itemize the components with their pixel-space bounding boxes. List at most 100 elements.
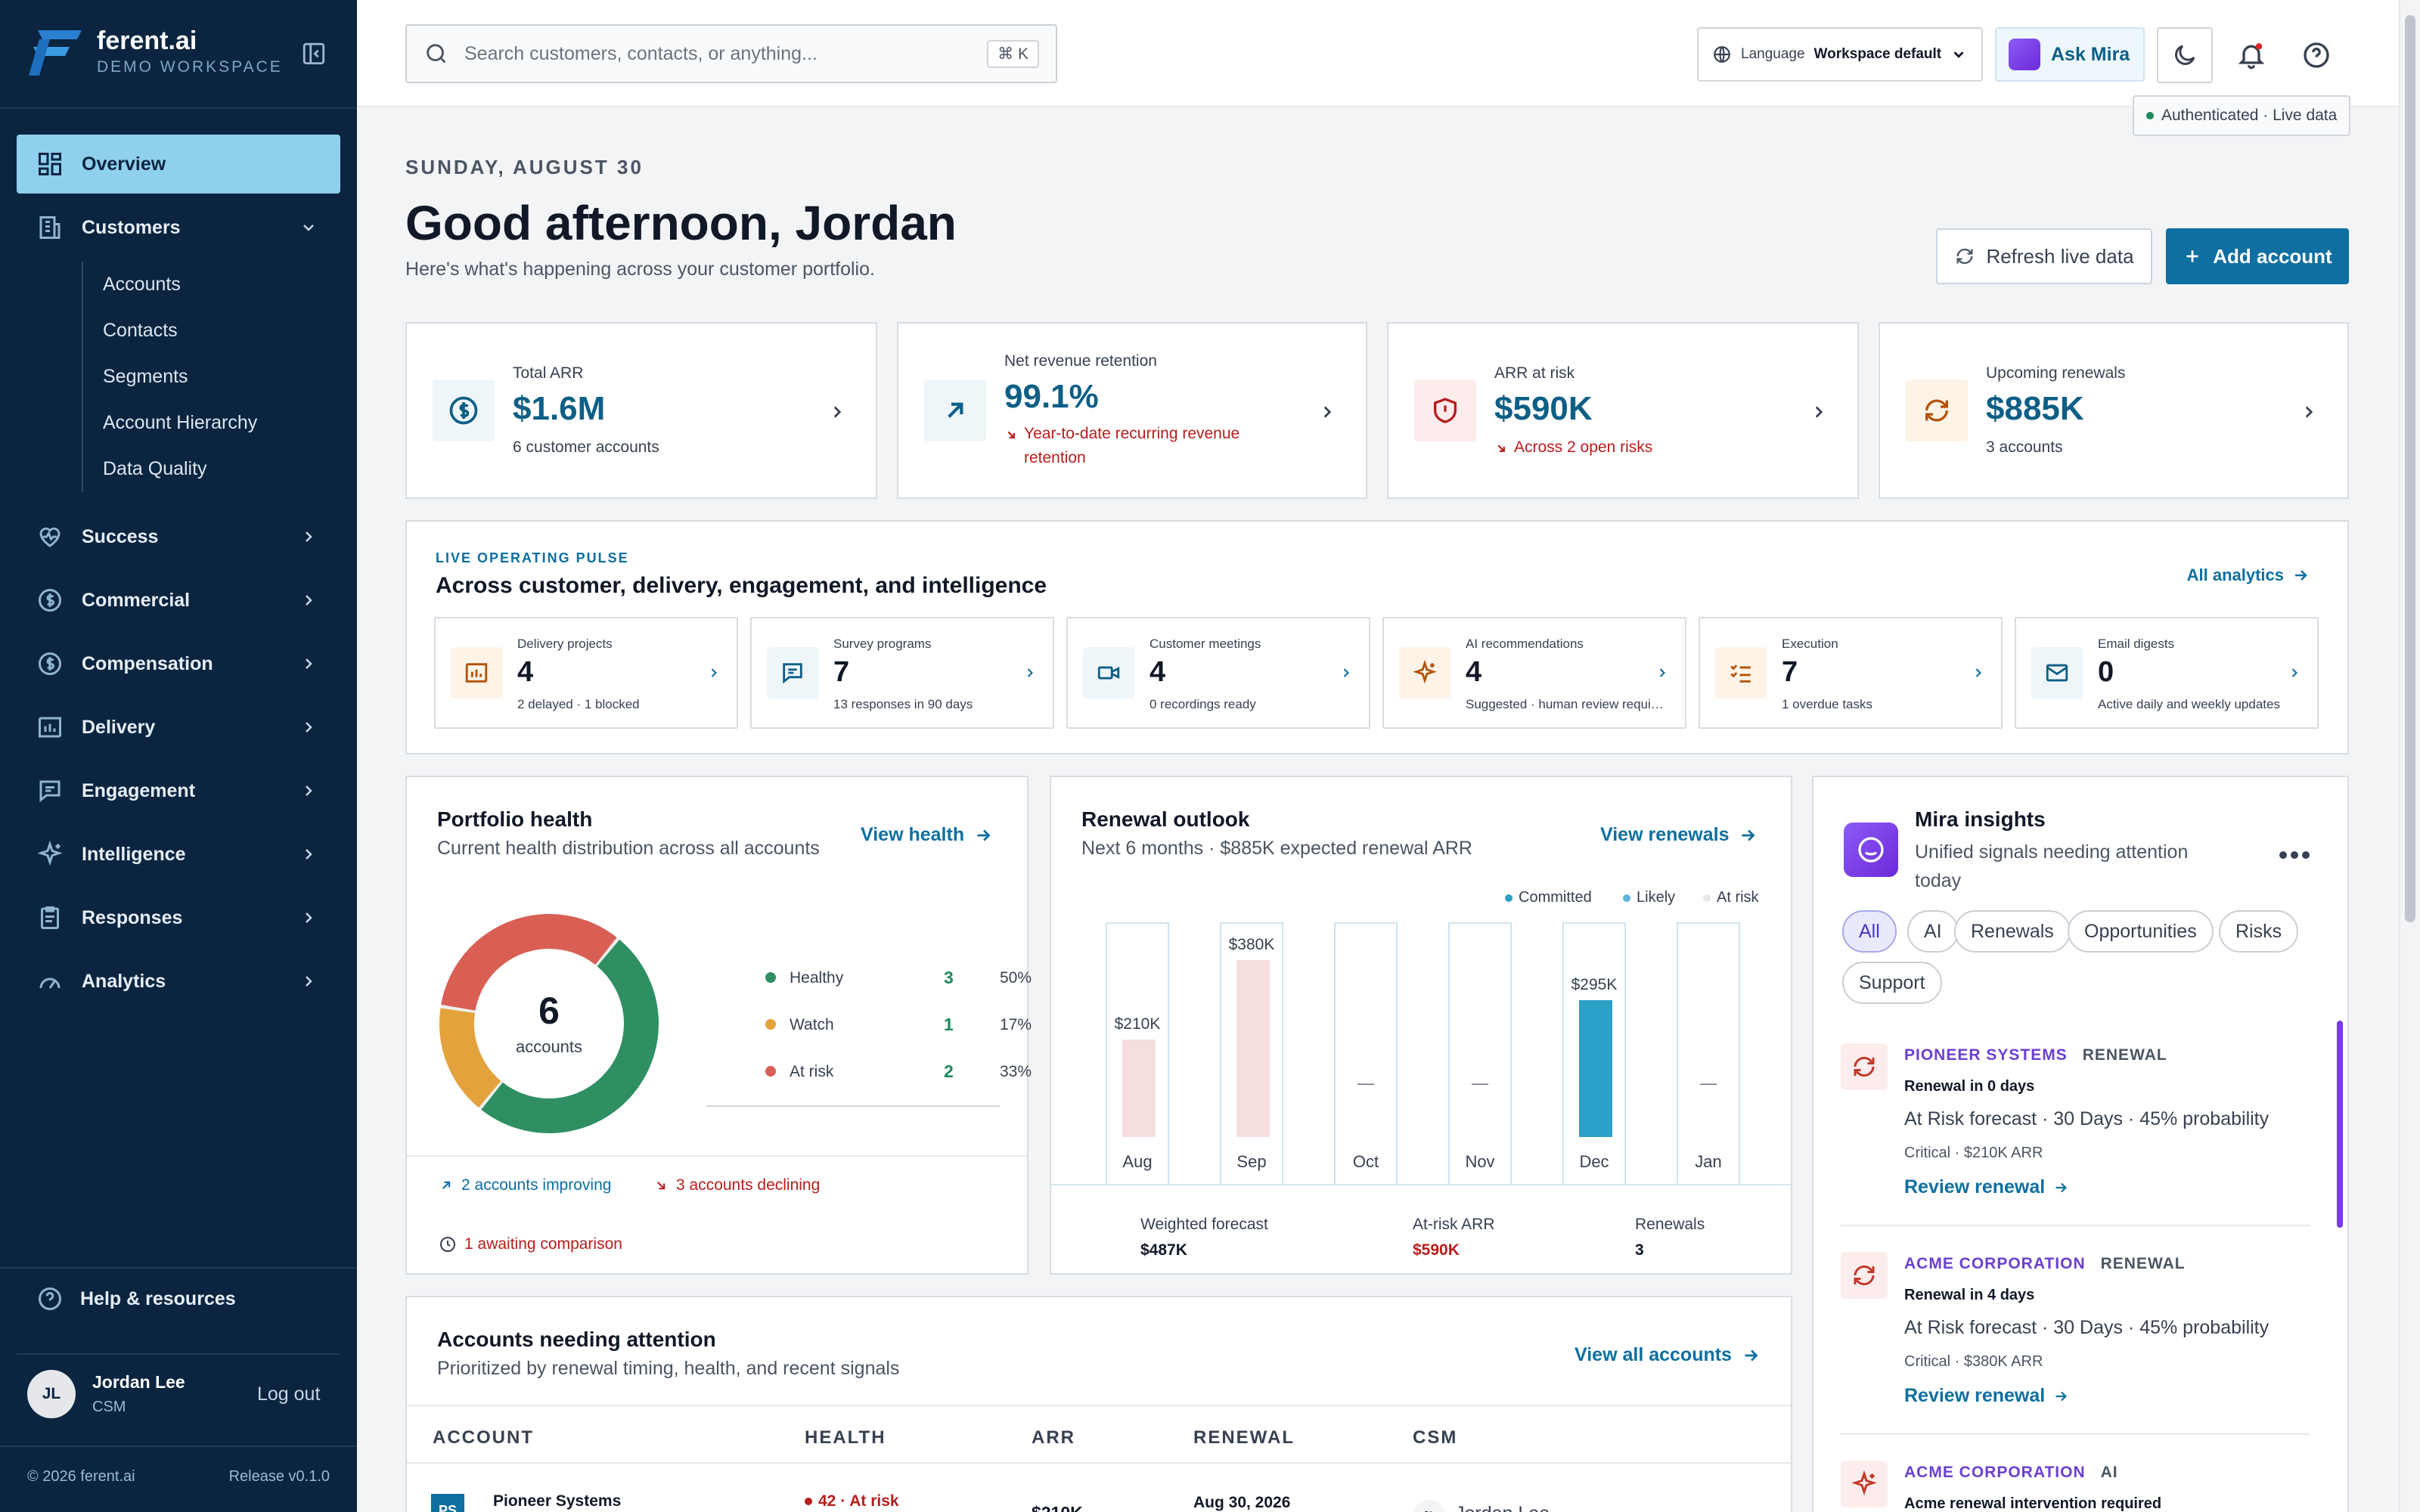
subnav-item-data-quality[interactable]: Data Quality (103, 458, 207, 479)
help-resources-link[interactable]: Help & resources (17, 1285, 340, 1312)
subnav-item-segments[interactable]: Segments (103, 366, 188, 387)
view-renewals-link[interactable]: View renewals (1600, 824, 1758, 846)
summary-value: $590K (1413, 1241, 1460, 1259)
page-subtitle: Here's what's happening across your cust… (405, 259, 875, 280)
subnav-item-account-hierarchy[interactable]: Account Hierarchy (103, 412, 258, 433)
sidebar-item-compensation[interactable]: Compensation (17, 634, 340, 693)
renewal-bar-aug[interactable] (1122, 1040, 1156, 1137)
kpi-card-arr-at-risk[interactable]: ARR at risk $590K Across 2 open risks (1387, 322, 1859, 499)
pulse-card-execution[interactable]: Execution 7 1 overdue tasks (1699, 617, 2003, 729)
renewal-date: Aug 30, 2026 (1193, 1494, 1291, 1511)
notifications-button[interactable] (2223, 27, 2279, 83)
chevron-right-icon (306, 976, 312, 987)
renewal-column-sep[interactable]: $380K Sep (1220, 922, 1283, 1185)
legend-row-watch[interactable]: Watch 1 17% (765, 1002, 1042, 1049)
sidebar-item-engagement[interactable]: Engagement (17, 761, 340, 820)
column-header-csm[interactable]: CSM (1413, 1427, 1458, 1448)
kpi-card-upcoming-renewals[interactable]: Upcoming renewals $885K 3 accounts (1879, 322, 2349, 499)
filter-chip-opportunities[interactable]: Opportunities (2068, 910, 2214, 953)
filter-chip-risks[interactable]: Risks (2219, 910, 2299, 953)
pulse-card-customer-meetings[interactable]: Customer meetings 4 0 recordings ready (1066, 617, 1370, 729)
kpi-value: 99.1% (1004, 378, 1099, 415)
sidebar-item-delivery[interactable]: Delivery (17, 698, 340, 757)
user-profile[interactable]: JL Jordan Lee CSM (27, 1370, 185, 1418)
summary-label: Renewals (1635, 1216, 1705, 1233)
column-header-renewal[interactable]: RENEWAL (1193, 1427, 1295, 1448)
summary-value: $487K (1140, 1241, 1187, 1259)
add-account-button[interactable]: Add account (2166, 228, 2349, 284)
pulse-value: 7 (1782, 656, 1798, 688)
help-button[interactable] (2288, 27, 2344, 83)
account-name[interactable]: Pioneer Systems (493, 1492, 622, 1510)
refresh-live-data-button[interactable]: Refresh live data (1936, 228, 2152, 284)
improving-text: 2 accounts improving (461, 1176, 612, 1194)
live-operating-pulse: LIVE OPERATING PULSE Across customer, de… (405, 520, 2349, 754)
mira-insights-panel: Mira insights Unified signals needing at… (1812, 776, 2349, 1512)
subnav-item-accounts[interactable]: Accounts (103, 274, 181, 295)
accounts-declining-link[interactable]: 3 accounts declining (653, 1176, 820, 1194)
sidebar-item-responses[interactable]: Responses (17, 888, 340, 947)
brand[interactable]: ferent.ai DEMO WORKSPACE (27, 26, 283, 79)
page-scrollbar-thumb[interactable] (2405, 15, 2415, 922)
kpi-card-net-revenue-retention[interactable]: Net revenue retention 99.1% Year-to-date… (897, 322, 1367, 499)
refresh-icon (1956, 248, 1973, 265)
donut-slice-healthy[interactable] (436, 910, 662, 1137)
column-header-arr[interactable]: ARR (1032, 1427, 1075, 1448)
table-row[interactable]: PS Pioneer Systems 42 · At risk $210K Au… (407, 1464, 1791, 1512)
donut-slice-watch[interactable] (436, 910, 662, 1137)
column-header-health[interactable]: HEALTH (805, 1427, 886, 1448)
more-options-icon[interactable] (2278, 850, 2311, 860)
language-select[interactable]: Language Workspace default (1697, 27, 1983, 82)
portfolio-health-panel: Portfolio health Current health distribu… (405, 776, 1032, 1275)
sidebar-item-overview[interactable]: Overview (17, 135, 340, 194)
filter-chip-ai[interactable]: AI (1907, 910, 1959, 953)
renewal-column-aug[interactable]: $210K Aug (1106, 922, 1169, 1185)
renewal-bar-dec[interactable] (1579, 1000, 1612, 1137)
heart-pulse-icon (39, 527, 60, 547)
renewal-value-label: — (1472, 1074, 1488, 1092)
filter-chip-renewals[interactable]: Renewals (1954, 910, 2071, 953)
sidebar-item-success[interactable]: Success (17, 507, 340, 566)
review-renewal-link[interactable]: Review renewal (1904, 1176, 2069, 1198)
sidebar-item-label: Overview (82, 153, 166, 175)
page-scrollbar[interactable] (2399, 0, 2420, 1512)
refresh-icon (1854, 1265, 1875, 1286)
pulse-card-survey-programs[interactable]: Survey programs 7 13 responses in 90 day… (750, 617, 1054, 729)
accounts-improving-link[interactable]: 2 accounts improving (439, 1176, 611, 1194)
renewal-column-dec[interactable]: $295K Dec (1562, 922, 1626, 1185)
renewal-bar-sep[interactable] (1236, 960, 1270, 1137)
awaiting-comparison-link[interactable]: 1 awaiting comparison (439, 1235, 622, 1253)
logout-button[interactable]: Log out (257, 1383, 321, 1405)
sidebar: ferent.ai DEMO WORKSPACE Overview Custom… (0, 0, 357, 1512)
pulse-card-ai-recommendations[interactable]: AI recommendations 4 Suggested · human r… (1382, 617, 1686, 729)
kpi-card-total-arr[interactable]: Total ARR $1.6M 6 customer accounts (405, 322, 877, 499)
search-bar[interactable]: ⌘ K (405, 24, 1057, 83)
scrollbar-thumb[interactable] (2337, 1021, 2343, 1228)
renewal-column-jan[interactable]: — Jan (1677, 922, 1740, 1185)
view-health-link[interactable]: View health (861, 824, 993, 846)
ask-mira-button[interactable]: Ask Mira (1995, 27, 2145, 82)
search-input[interactable] (464, 42, 973, 65)
pulse-card-email-digests[interactable]: Email digests 0 Active daily and weekly … (2015, 617, 2319, 729)
column-header-account[interactable]: ACCOUNT (433, 1427, 534, 1448)
collapse-sidebar-icon[interactable] (301, 41, 327, 67)
sidebar-item-intelligence[interactable]: Intelligence (17, 825, 340, 884)
legend-row-at-risk[interactable]: At risk 2 33% (765, 1049, 1042, 1096)
theme-toggle-button[interactable] (2157, 27, 2213, 83)
sidebar-item-analytics[interactable]: Analytics (17, 952, 340, 1011)
pulse-card-delivery-projects[interactable]: Delivery projects 4 2 delayed · 1 blocke… (434, 617, 738, 729)
all-analytics-link[interactable]: All analytics (2187, 565, 2310, 585)
sidebar-item-commercial[interactable]: Commercial (17, 571, 340, 630)
sidebar-item-customers[interactable]: Customers (17, 198, 340, 257)
view-all-accounts-link[interactable]: View all accounts (1575, 1344, 1761, 1366)
subnav-item-contacts[interactable]: Contacts (103, 320, 178, 341)
insight-company: PIONEER SYSTEMS RENEWAL (1904, 1046, 2167, 1064)
legend-row-healthy[interactable]: Healthy 3 50% (765, 956, 1042, 1002)
renewal-column-oct[interactable]: — Oct (1334, 922, 1398, 1185)
review-renewal-link[interactable]: Review renewal (1904, 1385, 2069, 1407)
chevron-right-icon[interactable] (1709, 1507, 1730, 1512)
renewal-column-nov[interactable]: — Nov (1448, 922, 1512, 1185)
pulse-value: 4 (1466, 656, 1482, 688)
filter-chip-all[interactable]: All (1842, 910, 1897, 953)
filter-chip-support[interactable]: Support (1842, 962, 1942, 1004)
